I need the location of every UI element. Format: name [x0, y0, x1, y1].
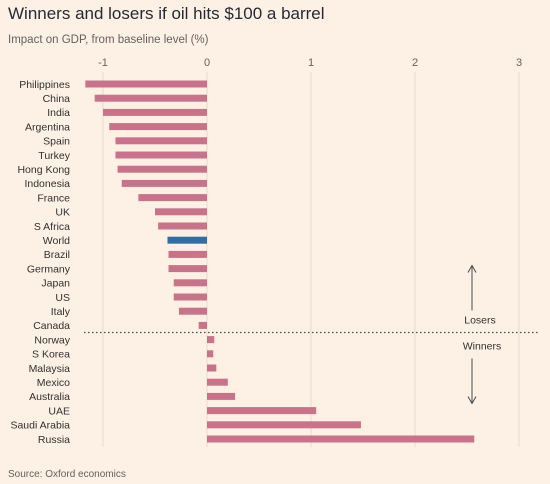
category-label: Brazil — [44, 249, 70, 261]
losers-label: Losers — [464, 315, 496, 327]
bars — [85, 80, 475, 443]
x-tick-label: 2 — [412, 57, 418, 69]
bar-germany — [168, 265, 207, 273]
category-label: S Africa — [34, 221, 70, 233]
category-label: Canada — [33, 320, 70, 332]
category-label: Hong Kong — [17, 164, 70, 176]
bar-saudi-arabia — [207, 421, 361, 429]
category-label: Argentina — [25, 121, 70, 133]
x-tick-labels: -1 0 1 2 3 — [98, 57, 522, 69]
bar-italy — [178, 307, 207, 315]
x-tick-label: 3 — [516, 57, 522, 69]
bar-us — [173, 293, 207, 301]
bar-spain — [115, 137, 207, 145]
bar-japan — [173, 279, 207, 287]
chart-subtitle: Impact on GDP, from baseline level (%) — [8, 34, 209, 46]
category-label: Japan — [41, 278, 70, 290]
x-tick-label: 0 — [204, 57, 210, 69]
winners-label: Winners — [463, 341, 502, 353]
bar-norway — [207, 336, 215, 344]
winners-arrow-icon — [467, 396, 477, 405]
category-label: Australia — [29, 391, 70, 403]
category-label: S Korea — [32, 349, 70, 361]
bar-argentina — [109, 123, 207, 131]
x-tick-label: -1 — [98, 57, 108, 69]
category-label: Philippines — [19, 79, 70, 91]
source-note: Source: Oxford economics — [8, 469, 126, 480]
bar-canada — [198, 321, 207, 329]
category-label: Spain — [43, 136, 70, 148]
bar-france — [138, 194, 207, 202]
category-label: India — [47, 107, 70, 119]
category-label: Indonesia — [24, 178, 70, 190]
category-labels: Philippines China India Argentina Spain Turke… — [10, 79, 70, 446]
losers-arrow-icon — [467, 264, 477, 273]
bar-mexico — [207, 378, 228, 386]
category-label: UK — [55, 207, 70, 219]
category-label: UAE — [48, 405, 70, 417]
bar-malaysia — [207, 364, 217, 372]
bar-hong-kong — [117, 165, 207, 173]
category-label: Russia — [38, 434, 70, 446]
bar-turkey — [115, 151, 207, 159]
category-label: Mexico — [37, 377, 70, 389]
chart-title: Winners and losers if oil hits $100 a ba… — [8, 4, 325, 23]
category-label: France — [37, 192, 70, 204]
category-label: Turkey — [38, 150, 70, 162]
category-label: China — [43, 93, 71, 105]
bar-philippines — [85, 80, 207, 88]
bar-australia — [207, 392, 236, 400]
category-label: US — [55, 292, 70, 304]
category-label: Italy — [51, 306, 71, 318]
bar-india — [103, 108, 207, 116]
category-label: World — [43, 235, 70, 247]
bar-indonesia — [121, 179, 207, 187]
bar-s-africa — [158, 222, 207, 230]
category-label: Malaysia — [29, 363, 71, 375]
category-label: Saudi Arabia — [10, 420, 70, 432]
annotations: Losers Winners — [84, 264, 540, 405]
bar-uae — [207, 407, 317, 415]
bar-uk — [155, 208, 207, 216]
bar-world — [167, 236, 207, 244]
bar-russia — [207, 435, 475, 443]
category-label: Norway — [34, 334, 70, 346]
bar-s-korea — [207, 350, 214, 358]
bar-china — [94, 94, 207, 102]
bar-brazil — [168, 250, 207, 258]
category-label: Germany — [27, 263, 71, 275]
x-tick-label: 1 — [308, 57, 314, 69]
